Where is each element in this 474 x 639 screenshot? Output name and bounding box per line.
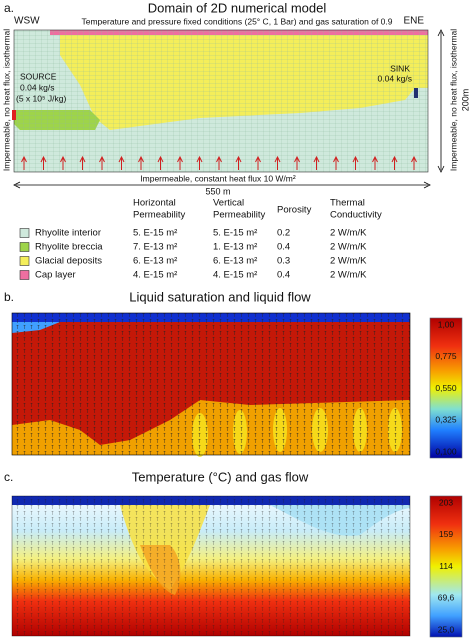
panel-title: Domain of 2D numerical model: [148, 0, 327, 15]
heat-arrow: [255, 155, 261, 170]
heat-arrow: [391, 155, 398, 170]
heat-arrow: [196, 155, 203, 170]
heat-arrow: [294, 155, 300, 170]
heat-arrow: [118, 155, 125, 170]
source-label: 0.04 kg/s: [20, 82, 55, 92]
table-cell: 5. E-15 m²: [213, 228, 257, 239]
direction-label: ENE: [403, 16, 424, 27]
heat-arrow: [313, 155, 320, 170]
table-header: Vertical: [213, 198, 244, 209]
table-cell: 0.2: [277, 228, 290, 239]
table-header: Permeability: [133, 210, 186, 221]
heat-arrow: [411, 155, 417, 170]
sink-cell: [414, 88, 418, 98]
direction-label: WSW: [14, 16, 40, 27]
colorbar-tick-label: 203: [439, 497, 453, 507]
legend-swatch: [19, 228, 30, 238]
table-cell: 4. E-15 m²: [133, 270, 177, 281]
flow-vectors: [11, 495, 411, 637]
colorbar: [429, 317, 463, 459]
legend-swatch: [19, 256, 30, 266]
colorbar-tick-label: 0,325: [435, 415, 457, 425]
heat-arrow: [99, 155, 105, 170]
table-cell: Rhyolite interior: [35, 228, 101, 239]
width-label: 550 m: [205, 186, 230, 196]
colorbar-tick-label: 0,100: [435, 446, 457, 456]
table-cell: 2 W/m/K: [330, 228, 367, 239]
sink-label: 0.04 kg/s: [378, 73, 413, 83]
source-label: (5 x 10⁵ J/kg): [16, 93, 66, 103]
table-cell: 0.4: [277, 242, 290, 253]
heat-arrow: [157, 155, 164, 170]
height-arrow: [437, 29, 445, 173]
table-cell: 4. E-15 m²: [213, 270, 257, 281]
table-header: Horizontal: [133, 198, 176, 209]
width-arrow: [13, 181, 431, 189]
colorbar-tick-label: 69,6: [438, 593, 455, 603]
mesh: [13, 29, 429, 173]
height-label: 200m: [460, 89, 470, 112]
table-cell: 7. E-13 m²: [133, 242, 177, 253]
heat-arrow: [60, 155, 66, 170]
table-cell: 2 W/m/K: [330, 256, 367, 267]
colorbar-tick-label: 0,550: [435, 383, 457, 393]
panel-title: Temperature (°C) and gas flow: [132, 469, 309, 484]
heat-arrow: [274, 155, 281, 170]
colorbar-tick-label: 1,00: [438, 319, 455, 329]
table-cell: 0.4: [277, 270, 290, 281]
table-cell: 1. E-13 m²: [213, 242, 257, 253]
heat-arrow: [235, 155, 242, 170]
panel-label: c.: [4, 470, 13, 484]
property-table: HorizontalPermeabilityVerticalPermeabili…: [19, 198, 382, 281]
heat-arrow: [138, 155, 144, 170]
bottom-boundary: Impermeable, constant heat flux 10 W/m²: [140, 173, 296, 183]
source-cell: [12, 110, 16, 120]
table-cell: 0.3: [277, 256, 290, 267]
panel-title: Liquid saturation and liquid flow: [129, 289, 311, 304]
colorbar-tick-label: 159: [439, 529, 453, 539]
heat-arrow: [372, 155, 378, 170]
heat-arrow: [352, 155, 359, 170]
source-label: SOURCE: [20, 71, 57, 81]
table-header: Thermal: [330, 198, 365, 209]
table-header: Conductivity: [330, 210, 382, 221]
panel-label: a.: [4, 1, 14, 15]
legend-swatch: [19, 242, 30, 252]
heat-arrow: [333, 155, 339, 170]
legend-swatch: [19, 270, 30, 280]
heat-arrow: [79, 155, 86, 170]
table-cell: Cap layer: [35, 270, 76, 281]
table-cell: 2 W/m/K: [330, 242, 367, 253]
table-cell: 2 W/m/K: [330, 270, 367, 281]
table-cell: 6. E-13 m²: [213, 256, 257, 267]
table-header: Porosity: [277, 205, 312, 216]
sink-label: SINK: [390, 63, 410, 73]
colorbar: [429, 495, 463, 638]
heat-arrows: [21, 155, 417, 170]
heat-arrow: [216, 155, 222, 170]
table-cell: 5. E-15 m²: [133, 228, 177, 239]
colorbar-tick-label: 114: [439, 561, 453, 571]
colorbar-ticks: 1,00 0,775 0,550 0,325 0,100: [435, 319, 457, 456]
side-boundary: Impermeable, no heat flux, isothermal: [1, 29, 11, 171]
colorbar-tick-label: 25,0: [438, 624, 455, 634]
flow-vectors: [11, 312, 411, 456]
table-cell: Glacial deposits: [35, 256, 102, 267]
heat-arrow: [177, 155, 183, 170]
heat-arrow: [21, 155, 27, 170]
side-boundary: Impermeable, no heat flux, isothermal: [448, 29, 458, 171]
table-header: Permeability: [213, 210, 266, 221]
heat-arrow: [40, 155, 47, 170]
panel-label: b.: [4, 290, 14, 304]
boundary-note: Temperature and pressure fixed condition…: [82, 16, 393, 26]
table-cell: Rhyolite breccia: [35, 242, 103, 253]
table-cell: 6. E-13 m²: [133, 256, 177, 267]
colorbar-ticks: 203 159 114 69,6 25,0: [438, 497, 455, 634]
colorbar-tick-label: 0,775: [435, 351, 457, 361]
